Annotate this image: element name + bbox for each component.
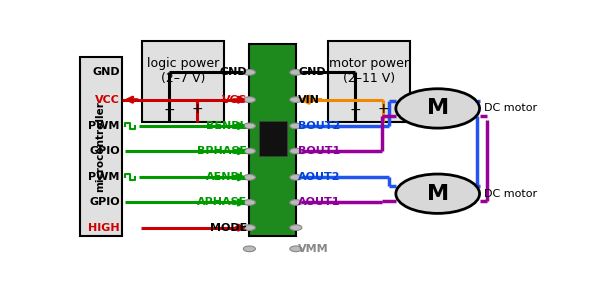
- Text: BOUT2: BOUT2: [298, 121, 340, 131]
- FancyBboxPatch shape: [250, 44, 296, 236]
- Text: DC motor: DC motor: [484, 189, 538, 199]
- FancyBboxPatch shape: [328, 41, 410, 122]
- Text: motor power
(2–11 V): motor power (2–11 V): [329, 57, 409, 85]
- Text: −: −: [163, 103, 175, 116]
- Circle shape: [244, 225, 256, 230]
- Text: MODE: MODE: [210, 223, 247, 233]
- Text: M: M: [427, 99, 449, 118]
- Circle shape: [244, 97, 256, 103]
- Text: VCC: VCC: [222, 95, 247, 105]
- Text: AOUT1: AOUT1: [298, 197, 341, 208]
- Circle shape: [244, 148, 256, 154]
- Text: GND: GND: [298, 67, 326, 77]
- Circle shape: [244, 123, 256, 129]
- Circle shape: [396, 174, 479, 213]
- Text: PWM: PWM: [88, 121, 119, 131]
- Text: GND: GND: [220, 67, 247, 77]
- Text: BPHASE: BPHASE: [197, 146, 247, 156]
- Circle shape: [290, 246, 302, 252]
- Text: −: −: [349, 103, 361, 116]
- Circle shape: [290, 200, 302, 205]
- Text: GND: GND: [92, 67, 119, 77]
- Text: GPIO: GPIO: [89, 146, 119, 156]
- Text: VCC: VCC: [95, 95, 119, 105]
- Text: BENBL: BENBL: [206, 121, 247, 131]
- Circle shape: [290, 174, 302, 180]
- Circle shape: [244, 200, 256, 205]
- Circle shape: [244, 246, 256, 252]
- Text: +: +: [377, 103, 389, 116]
- Text: BOUT1: BOUT1: [298, 146, 340, 156]
- Text: HIGH: HIGH: [88, 223, 119, 233]
- Text: PWM: PWM: [88, 172, 119, 182]
- Text: VMM: VMM: [298, 244, 329, 254]
- Text: DC motor: DC motor: [484, 103, 538, 113]
- Circle shape: [244, 70, 256, 75]
- Text: APHASE: APHASE: [197, 197, 247, 208]
- Text: M: M: [427, 184, 449, 204]
- Text: AENBL: AENBL: [206, 172, 247, 182]
- FancyBboxPatch shape: [142, 41, 224, 122]
- Circle shape: [290, 123, 302, 129]
- FancyBboxPatch shape: [259, 121, 287, 156]
- Circle shape: [290, 148, 302, 154]
- Text: VIN: VIN: [298, 95, 320, 105]
- Circle shape: [290, 97, 302, 103]
- Circle shape: [396, 89, 479, 128]
- Text: AOUT2: AOUT2: [298, 172, 341, 182]
- Text: logic power
(2–7 V): logic power (2–7 V): [147, 57, 219, 85]
- Text: microcontroller: microcontroller: [95, 101, 106, 192]
- Text: GPIO: GPIO: [89, 197, 119, 208]
- Circle shape: [290, 225, 302, 230]
- FancyBboxPatch shape: [80, 57, 121, 236]
- Text: +: +: [191, 103, 203, 116]
- Circle shape: [290, 70, 302, 75]
- Circle shape: [244, 174, 256, 180]
